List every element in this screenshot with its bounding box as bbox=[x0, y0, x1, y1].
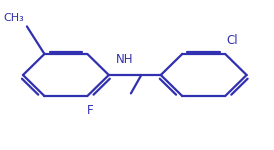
Text: NH: NH bbox=[116, 53, 134, 66]
Text: CH₃: CH₃ bbox=[4, 14, 24, 23]
Text: F: F bbox=[87, 104, 93, 117]
Text: Cl: Cl bbox=[226, 34, 238, 47]
